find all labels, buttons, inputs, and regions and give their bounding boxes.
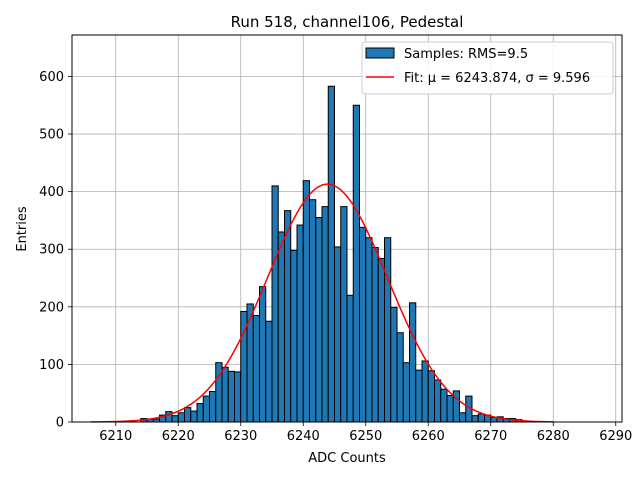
x-tick-label: 6240 — [287, 429, 320, 444]
histogram-bar — [471, 415, 479, 423]
histogram-bar — [384, 237, 392, 423]
x-tick-label: 6260 — [412, 429, 445, 444]
histogram-bar — [352, 104, 360, 423]
histogram-bar — [440, 388, 448, 423]
x-axis-ticks: 6210 6220 6230 6240 6250 6260 6270 6280 6290 — [99, 422, 632, 444]
histogram-bar — [346, 294, 354, 423]
histogram-bar — [252, 314, 260, 423]
histogram-bar — [290, 249, 298, 423]
histogram-bar — [315, 217, 323, 423]
histogram-bar — [340, 206, 348, 423]
histogram-bar — [390, 306, 398, 423]
histogram-bar — [221, 366, 229, 423]
histogram-bar — [227, 370, 235, 423]
histogram-bar — [284, 210, 292, 423]
x-tick-label: 6280 — [537, 429, 570, 444]
y-tick-label: 100 — [39, 358, 64, 373]
y-tick-label: 0 — [56, 416, 64, 431]
histogram-bar — [371, 247, 379, 423]
x-tick-label: 6210 — [99, 429, 132, 444]
histogram-bar — [409, 302, 417, 423]
y-tick-label: 500 — [39, 128, 64, 143]
histogram-bar — [265, 320, 273, 423]
histogram-bar — [402, 362, 410, 423]
y-tick-label: 600 — [39, 70, 64, 85]
histogram-bar — [365, 237, 373, 423]
x-tick-label: 6230 — [224, 429, 257, 444]
histogram-bar — [396, 332, 404, 423]
y-tick-label: 200 — [39, 300, 64, 315]
y-axis-label: Entries — [15, 206, 30, 252]
histogram-bar — [446, 395, 454, 423]
y-axis-ticks: 0 100 200 300 400 500 600 — [39, 70, 72, 431]
legend-box — [361, 41, 614, 95]
y-tick-label: 300 — [39, 243, 64, 258]
histogram-bar — [184, 407, 192, 423]
histogram-bar — [259, 286, 267, 423]
legend-swatch-histogram — [365, 47, 395, 59]
histogram-bar — [177, 412, 185, 423]
histogram-bar — [377, 257, 385, 423]
histogram-bar — [171, 415, 179, 423]
legend-label-fit: Fit: μ = 6243.874, σ = 9.596 — [404, 71, 590, 86]
gaussian-fit-curve — [90, 183, 554, 423]
histogram-bar — [309, 199, 317, 423]
x-tick-label: 6220 — [162, 429, 195, 444]
histogram-bar — [271, 185, 279, 423]
histogram-bar — [321, 206, 329, 423]
histogram-bar — [165, 411, 173, 423]
x-axis-label: ADC Counts — [308, 451, 386, 466]
histogram-bar — [415, 369, 423, 423]
y-tick-label: 400 — [39, 185, 64, 200]
legend-label-histogram: Samples: RMS=9.5 — [404, 47, 528, 62]
legend: Samples: RMS=9.5 Fit: μ = 6243.874, σ = … — [361, 41, 614, 95]
histogram-bar — [190, 410, 198, 423]
chart-title: Run 518, channel106, Pedestal — [231, 13, 464, 31]
histogram-bar — [477, 413, 485, 423]
histogram-bar — [327, 85, 335, 423]
x-tick-label: 6250 — [349, 429, 382, 444]
histogram-bar — [234, 371, 242, 423]
x-tick-label: 6290 — [599, 429, 632, 444]
plot-frame — [71, 34, 623, 423]
histogram-bar — [202, 395, 210, 423]
histogram-bar — [296, 224, 304, 423]
histogram-bar — [421, 360, 429, 423]
histogram-bar — [359, 226, 367, 423]
histogram-bar — [209, 390, 217, 423]
histogram-bar — [434, 379, 442, 423]
histogram-bar — [459, 412, 467, 423]
histogram-bar — [302, 180, 310, 423]
histogram-bar — [277, 231, 285, 423]
histogram-bar — [427, 370, 435, 423]
x-tick-label: 6270 — [474, 429, 507, 444]
histogram-bar — [334, 246, 342, 423]
histogram-bar — [196, 403, 204, 423]
